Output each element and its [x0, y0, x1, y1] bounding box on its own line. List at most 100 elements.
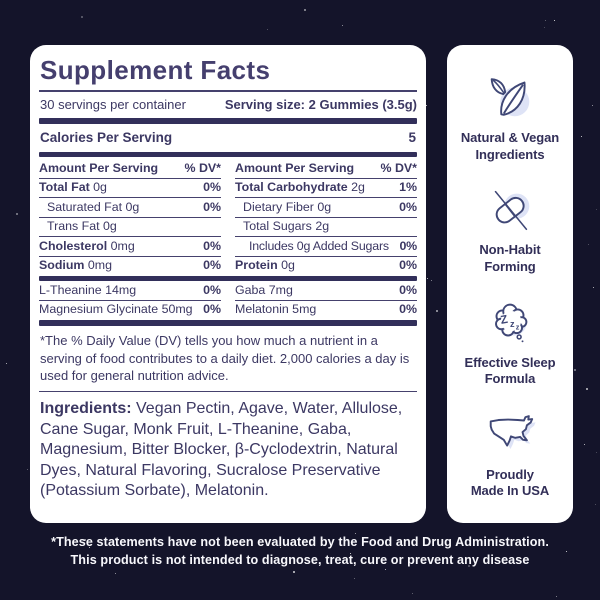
nutrient-row: Total Fat 0g 0% — [39, 179, 221, 198]
thick-divider — [39, 118, 417, 124]
nutrition-table-main: Amount Per Serving % DV* Total Fat 0g 0% S… — [39, 157, 417, 275]
benefit-label: Natural & Vegan Ingredients — [461, 130, 559, 163]
nutrient-row: Cholesterol 0mg 0% — [39, 237, 221, 257]
benefit-natural-vegan: Natural & Vegan Ingredients — [461, 68, 559, 163]
serving-info-row: 30 servings per container Serving size: … — [39, 94, 417, 118]
nutrient-label: Magnesium Glycinate 50mg — [39, 302, 193, 316]
nutrient-label: Trans Fat 0g — [47, 219, 117, 233]
calories-row: Calories Per Serving 5 — [39, 124, 417, 152]
nutrient-row: Total Carbohydrate 2g 1% — [235, 179, 417, 198]
nutrient-dv: 0% — [399, 258, 417, 272]
fda-disclaimer: *These statements have not been evaluate… — [0, 534, 600, 569]
table-rows: L-Theanine 14mg 0% Magnesium Glycinate 50m… — [39, 281, 221, 319]
title-divider — [39, 90, 417, 92]
panel-title: Supplement Facts — [40, 55, 271, 85]
serving-size: Serving size: 2 Gummies (3.5g) — [224, 97, 417, 112]
nutrient-label: Total Carbohydrate 2g — [235, 180, 365, 194]
nutrient-row: Protein 0g 0% — [235, 257, 417, 276]
benefit-label-line: Ingredients — [475, 146, 545, 162]
benefit-label-line: Made In USA — [470, 483, 550, 499]
sleep-zzz-icon: Z z z — [483, 293, 537, 351]
nutrient-dv: 0% — [399, 302, 417, 316]
crossed-pill-icon — [483, 180, 537, 238]
ingredients-text: Vegan Pectin, Agave, Water, Allulose, Ca… — [40, 400, 403, 499]
table-rows: Total Fat 0g 0% Saturated Fat 0g 0% Trans Fa… — [39, 179, 221, 276]
nutrient-dv: 1% — [399, 180, 417, 194]
zzz-glyph: z — [516, 322, 520, 331]
table-header: Amount Per Serving % DV* — [235, 157, 417, 179]
nutrient-dv: 0% — [399, 238, 417, 253]
benefit-label-line: Non-Habit — [479, 242, 541, 258]
nutrient-row: Magnesium Glycinate 50mg 0% — [39, 301, 221, 320]
nutrient-label: Gaba 7mg — [235, 282, 293, 297]
ingredients-divider — [39, 390, 417, 392]
nutrient-label: Melatonin 5mg — [235, 302, 317, 316]
table-header: Amount Per Serving % DV* — [39, 157, 221, 179]
header-amount: Amount Per Serving — [39, 161, 159, 175]
usa-map-icon — [483, 405, 537, 463]
table-right-column: Gaba 7mg 0% Melatonin 5mg 0% — [235, 281, 417, 319]
header-dv: % DV* — [380, 161, 418, 175]
benefit-label-line: Natural & Vegan — [460, 130, 560, 146]
nutrient-label: Saturated Fat 0g — [47, 199, 140, 214]
benefit-label-line: Proudly — [486, 466, 534, 482]
nutrient-label: Cholesterol 0mg — [39, 238, 135, 253]
nutrient-label: Total Sugars 2g — [243, 219, 330, 233]
nutrient-label: Protein 0g — [235, 258, 295, 272]
nutrient-row: Includes 0g Added Sugars 0% — [235, 237, 417, 257]
thick-divider — [39, 276, 417, 281]
benefits-sidebar: Natural & Vegan Ingredients Non-Habit Fo… — [447, 45, 573, 523]
benefit-made-in-usa: Proudly Made In USA — [471, 405, 549, 500]
thick-divider — [39, 152, 417, 157]
table-rows: Total Carbohydrate 2g 1% Dietary Fiber 0g 0… — [235, 179, 417, 276]
nutrient-label: Includes 0g Added Sugars — [249, 238, 389, 253]
nutrient-row: Sodium 0mg 0% — [39, 257, 221, 276]
nutrient-label: L-Theanine 14mg — [39, 282, 137, 297]
leaf-icon — [483, 68, 537, 126]
header-amount: Amount Per Serving — [235, 161, 355, 175]
nutrient-dv: 0% — [203, 238, 221, 253]
nutrient-dv: 0% — [203, 180, 221, 194]
header-dv: % DV* — [184, 161, 222, 175]
nutrient-label: Sodium 0mg — [39, 258, 112, 272]
zzz-glyph: Z — [500, 313, 509, 326]
nutrient-row: Total Sugars 2g — [235, 218, 417, 237]
nutrient-label: Dietary Fiber 0g — [243, 199, 332, 214]
zzz-glyph: z — [510, 318, 515, 328]
daily-value-footnote: *The % Daily Value (DV) tells you how mu… — [40, 333, 410, 383]
benefit-non-habit: Non-Habit Forming — [479, 180, 541, 275]
disclaimer-line: This product is not intended to diagnose… — [70, 552, 530, 567]
benefit-label-line: Formula — [484, 371, 536, 387]
benefit-label: Proudly Made In USA — [471, 467, 549, 500]
table-left-column: Amount Per Serving % DV* Total Fat 0g 0% S… — [39, 157, 221, 275]
benefit-label-line: Effective Sleep — [464, 354, 556, 370]
calories-label: Calories Per Serving — [40, 130, 173, 145]
nutrient-dv: 0% — [203, 282, 221, 297]
ingredients-paragraph: Ingredients: Vegan Pectin, Agave, Water,… — [39, 397, 417, 502]
supplement-facts-panel: Supplement Facts 30 servings per contain… — [30, 45, 426, 523]
ingredients-label: Ingredients: — [40, 400, 132, 417]
nutrient-dv: 0% — [399, 282, 417, 297]
benefit-label: Non-Habit Forming — [479, 242, 540, 275]
benefit-sleep-formula: Z z z Effective Sleep Formula — [465, 293, 556, 388]
nutrition-table-actives: L-Theanine 14mg 0% Magnesium Glycinate 50m… — [39, 281, 417, 319]
nutrient-row: Saturated Fat 0g 0% — [39, 198, 221, 218]
table-rows: Gaba 7mg 0% Melatonin 5mg 0% — [235, 281, 417, 319]
nutrient-dv: 0% — [203, 258, 221, 272]
nutrient-dv: 0% — [203, 199, 221, 214]
nutrient-row: Melatonin 5mg 0% — [235, 301, 417, 320]
nutrient-row: Dietary Fiber 0g 0% — [235, 198, 417, 218]
benefit-label: Effective Sleep Formula — [465, 355, 556, 388]
calories-value: 5 — [408, 130, 416, 145]
thick-divider — [39, 320, 417, 326]
disclaimer-line: *These statements have not been evaluate… — [51, 535, 549, 549]
table-left-column: L-Theanine 14mg 0% Magnesium Glycinate 50m… — [39, 281, 221, 319]
nutrient-dv: 0% — [399, 199, 417, 214]
nutrient-row: Trans Fat 0g — [39, 218, 221, 237]
table-right-column: Amount Per Serving % DV* Total Carbohydr… — [235, 157, 417, 275]
nutrient-row: Gaba 7mg 0% — [235, 281, 417, 301]
servings-per-container: 30 servings per container — [40, 97, 186, 112]
nutrient-row: L-Theanine 14mg 0% — [39, 281, 221, 301]
nutrient-label: Total Fat 0g — [39, 180, 107, 194]
nutrient-dv: 0% — [203, 302, 221, 316]
